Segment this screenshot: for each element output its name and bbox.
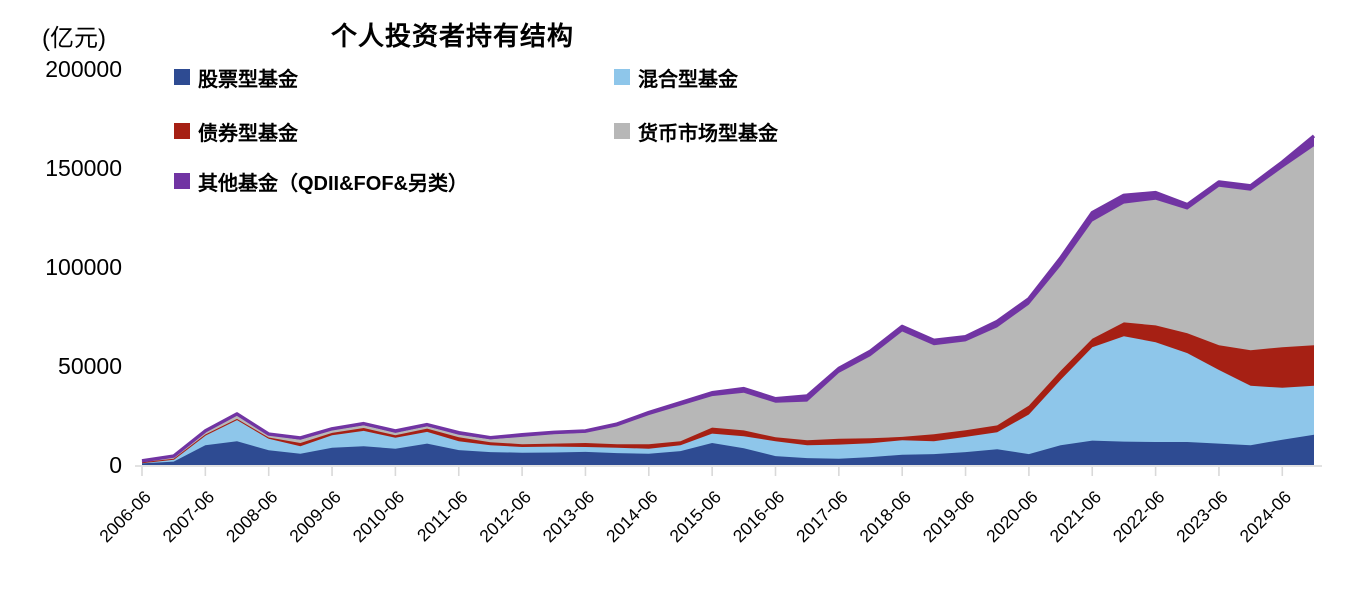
area-series-4 (142, 146, 1314, 463)
legend-swatch (614, 69, 630, 85)
legend-swatch (174, 173, 190, 189)
chart-legend: 股票型基金 混合型基金债券型基金 货币市场型基金其他基金（QDII&FOF&另类） (174, 64, 934, 222)
area-series-3 (142, 322, 1314, 463)
area-series-topline-5 (141, 134, 1316, 463)
legend-item-label: 混合型基金 (638, 68, 738, 91)
legend-item-label: 股票型基金 (198, 68, 298, 91)
x-tick-label: 2009-06 (285, 487, 345, 547)
area-series-2 (142, 336, 1314, 464)
x-tick-label: 2024-06 (1236, 487, 1296, 547)
y-tick-label: 50000 (58, 353, 122, 379)
legend-item: 债券型基金 (174, 117, 614, 146)
legend-item-label: 其他基金（QDII&FOF&另类） (198, 172, 468, 195)
y-tick-label: 200000 (45, 56, 122, 82)
x-tick-label: 2013-06 (539, 487, 599, 547)
y-tick-label: 100000 (45, 254, 122, 280)
x-tick-label: 2023-06 (1172, 487, 1232, 547)
x-tick-label: 2020-06 (982, 487, 1042, 547)
y-tick-label: 0 (109, 452, 122, 478)
legend-swatch (174, 123, 190, 139)
x-tick-label: 2017-06 (792, 487, 852, 547)
page-title: 个人投资者持有结构 (331, 21, 575, 51)
x-tick-label: 2010-06 (349, 487, 409, 547)
x-tick-label: 2022-06 (1109, 487, 1169, 547)
legend-item-label: 货币市场型基金 (638, 122, 778, 145)
legend-item: 股票型基金 (174, 63, 614, 92)
x-tick-label: 2021-06 (1046, 487, 1106, 547)
y-tick-label: 150000 (45, 155, 122, 181)
x-tick-label: 2016-06 (729, 487, 789, 547)
x-tick-label: 2012-06 (475, 487, 535, 547)
legend-swatch (614, 123, 630, 139)
x-tick-label: 2015-06 (665, 487, 725, 547)
legend-item: 混合型基金 (614, 63, 738, 92)
area-series-1 (142, 434, 1314, 465)
x-tick-label: 2018-06 (855, 487, 915, 547)
y-axis-unit-label: (亿元) (42, 25, 106, 52)
x-tick-label: 2014-06 (602, 487, 662, 547)
legend-row: 其他基金（QDII&FOF&另类） (174, 167, 934, 196)
x-tick-label: 2007-06 (159, 487, 219, 547)
legend-item-label: 债券型基金 (198, 122, 298, 145)
x-tick-label: 2008-06 (222, 487, 282, 547)
x-tick-label: 2006-06 (95, 487, 155, 547)
legend-item: 其他基金（QDII&FOF&另类） (174, 167, 468, 196)
legend-swatch (174, 69, 190, 85)
legend-item: 货币市场型基金 (614, 117, 778, 146)
x-tick-label: 2011-06 (413, 487, 472, 546)
legend-row: 债券型基金 货币市场型基金 (174, 117, 934, 146)
x-tick-label: 2019-06 (919, 487, 979, 547)
legend-row: 股票型基金 混合型基金 (174, 63, 934, 92)
